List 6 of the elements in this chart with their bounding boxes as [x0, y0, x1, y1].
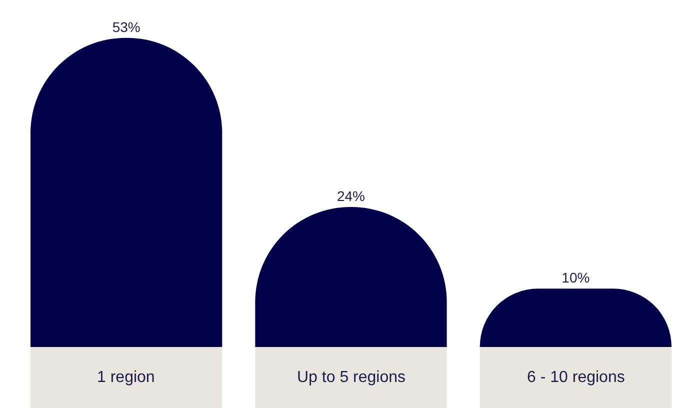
x-tick-label: 1 region — [97, 369, 155, 386]
data-label: 53% — [112, 18, 140, 35]
x-tick-label: Up to 5 regions — [297, 369, 406, 386]
data-label: 10% — [562, 270, 590, 286]
data-label: 24% — [336, 188, 366, 204]
x-tick-label: 6 - 10 regions — [527, 369, 625, 386]
